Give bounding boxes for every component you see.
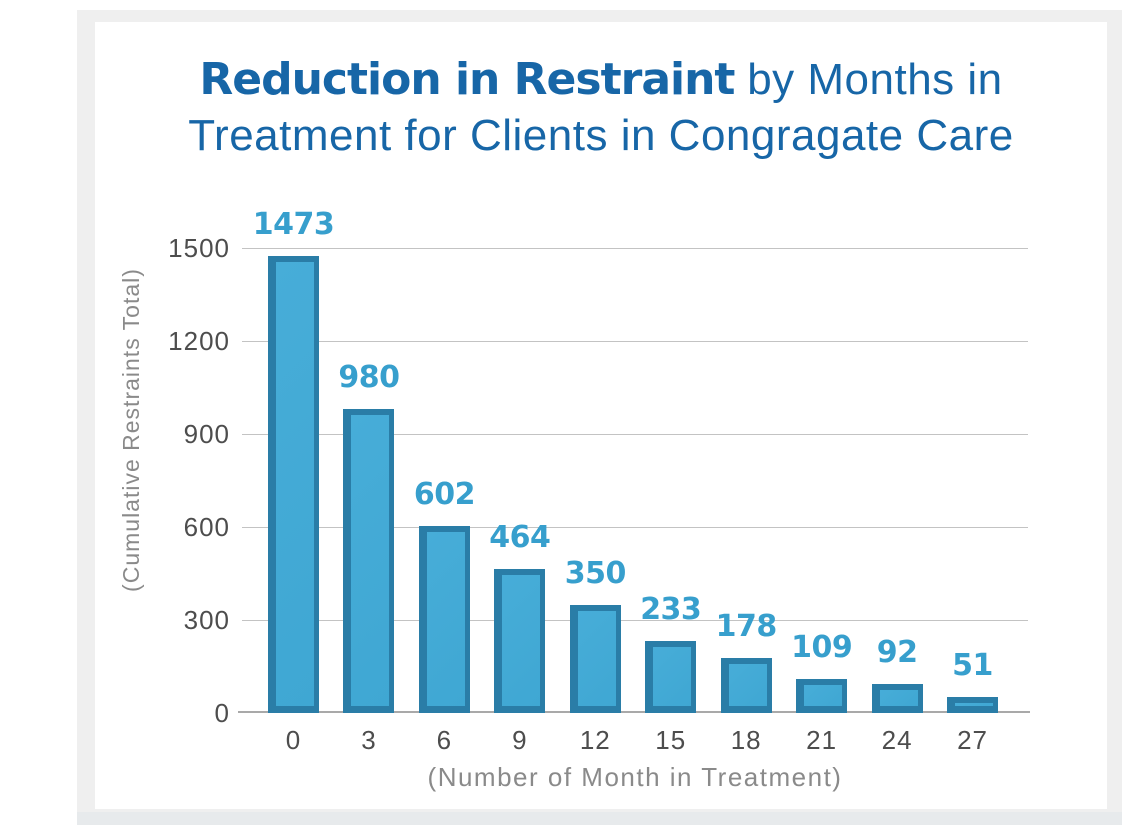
bar	[569, 604, 621, 713]
bar-value-label: 51	[952, 648, 993, 684]
gridline	[242, 619, 1028, 621]
gridline	[242, 247, 1028, 249]
bar	[720, 657, 772, 713]
chart-title-bold-text: Reduction in Restraint	[199, 54, 735, 105]
x-tick-label: 15	[655, 725, 687, 755]
bar-value-label: 233	[640, 591, 702, 627]
chart-title: Reduction in Restraint by Months in Trea…	[95, 52, 1107, 164]
x-tick-label: 0	[285, 725, 302, 755]
bar	[418, 526, 470, 713]
chart-title-line1: Reduction in Restraint by Months in	[95, 52, 1107, 108]
x-tick-label: 9	[512, 725, 528, 755]
x-tick-label: 24	[881, 725, 913, 755]
bar	[645, 640, 697, 713]
y-tick-label: 0	[214, 698, 230, 728]
page: Reduction in Restraint by Months in Trea…	[95, 22, 1107, 809]
bar	[343, 409, 395, 713]
bar-value-label: 464	[489, 520, 551, 556]
x-tick-label: 12	[579, 725, 611, 755]
x-axis-title: (Number of Month in Treatment)	[427, 762, 843, 792]
x-tick-label: 6	[436, 725, 453, 755]
plot-area: 0 300 600 900 1200 1500 1473 0 980 3 602 6 464 9 350 12…	[168, 209, 1030, 755]
bar-value-label: 109	[791, 630, 853, 666]
x-tick-label: 3	[361, 725, 377, 755]
bar-value-label: 1473	[252, 207, 335, 243]
bar	[494, 569, 546, 713]
x-tick-label: 27	[957, 725, 988, 755]
bar-value-label: 602	[413, 477, 476, 513]
chart-title-line2: Treatment for Clients in Congragate Care	[188, 111, 1014, 160]
bar-value-label: 980	[338, 360, 400, 396]
y-tick-label: 1200	[168, 326, 230, 356]
x-tick-label: 21	[806, 725, 838, 755]
bar-value-label: 178	[715, 608, 778, 644]
bar-value-label: 350	[564, 555, 627, 591]
chart-title-regular-text: by Months in	[734, 55, 1003, 104]
bar	[947, 697, 999, 713]
x-tick-label: 18	[730, 725, 762, 755]
y-tick-label: 300	[183, 605, 230, 635]
bar	[796, 679, 848, 713]
bar	[268, 256, 319, 713]
y-tick-label: 1500	[168, 233, 230, 263]
gridline	[242, 526, 1028, 528]
gridline	[242, 433, 1028, 435]
y-tick-label: 900	[183, 419, 230, 449]
y-tick-label: 600	[183, 512, 230, 542]
bar	[871, 684, 923, 713]
axis-baseline	[238, 711, 1030, 713]
bar-value-label: 92	[876, 635, 918, 671]
gridline	[242, 340, 1028, 342]
bottom-strip	[77, 812, 1122, 825]
